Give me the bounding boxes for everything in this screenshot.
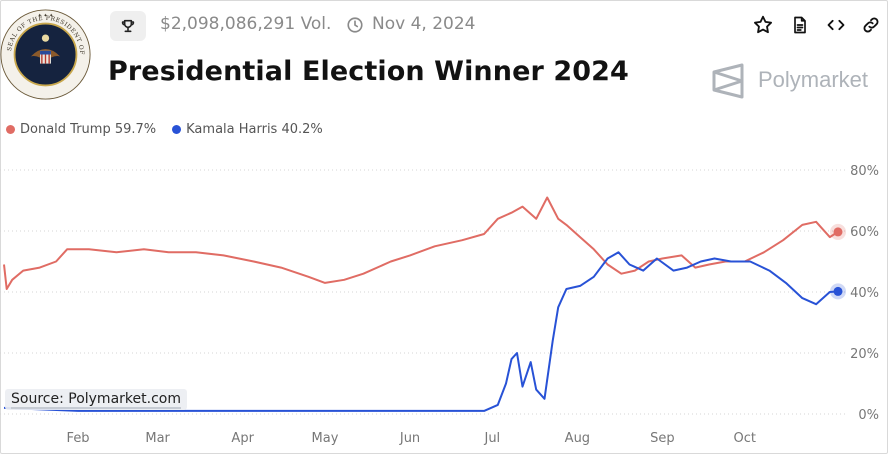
chart-legend: Donald Trump 59.7% Kamala Harris 40.2% xyxy=(6,122,339,137)
end-date-text: Nov 4, 2024 xyxy=(372,14,476,34)
y-tick-label: 0% xyxy=(858,408,879,423)
star-icon xyxy=(754,15,772,34)
volume-text: $2,098,086,291 Vol. xyxy=(160,14,332,34)
x-tick-label: Mar xyxy=(145,431,170,446)
document-button[interactable] xyxy=(787,12,813,38)
x-tick-label: May xyxy=(312,431,339,446)
legend-swatch-trump xyxy=(6,125,15,134)
clock-icon xyxy=(347,17,363,33)
x-tick-label: Oct xyxy=(733,431,755,446)
x-tick-label: Apr xyxy=(231,431,254,446)
y-tick-label: 20% xyxy=(850,347,879,362)
brand-name: Polymarket xyxy=(758,67,869,92)
series-line-donald-trump xyxy=(3,196,839,290)
series-line-kamala-harris xyxy=(3,251,839,412)
presidential-seal-logo: ✦ ✦ ✦ SEAL OF THE PRESIDENT OF THE UNITE… xyxy=(0,9,91,100)
document-icon xyxy=(794,16,806,34)
copy-link-button[interactable] xyxy=(858,12,884,38)
trophy-icon xyxy=(121,19,135,33)
source-note: Source: Polymarket.com xyxy=(5,389,187,410)
x-tick-label: Sep xyxy=(650,431,675,446)
star-button[interactable] xyxy=(750,12,776,38)
end-marker-donald-trump xyxy=(833,227,843,237)
svg-text:✦ ✦ ✦: ✦ ✦ ✦ xyxy=(38,13,54,19)
polymarket-logo-icon xyxy=(712,63,744,99)
x-tick-label: Jul xyxy=(483,431,500,446)
legend-item-harris: Kamala Harris 40.2% xyxy=(172,122,323,137)
legend-swatch-harris xyxy=(172,125,182,134)
y-tick-label: 60% xyxy=(850,225,879,240)
embed-code-button[interactable] xyxy=(823,12,849,38)
odds-chart: 0% 20% 40% 60% 80% Feb Mar Apr May Jun Jul Aug Sep Oc… xyxy=(0,164,879,446)
source-text: Source: Polymarket.com xyxy=(11,391,181,409)
y-tick-label: 80% xyxy=(850,164,879,179)
page-title: Presidential Election Winner 2024 xyxy=(108,56,629,87)
end-marker-kamala-harris xyxy=(833,286,843,296)
code-icon xyxy=(827,19,845,31)
legend-item-trump: Donald Trump 59.7% xyxy=(6,122,156,137)
y-tick-label: 40% xyxy=(850,286,879,301)
trophy-button[interactable] xyxy=(110,11,146,41)
legend-label-harris: Kamala Harris 40.2% xyxy=(186,122,323,137)
x-tick-label: Feb xyxy=(67,431,90,446)
x-tick-label: Aug xyxy=(565,431,590,446)
x-tick-label: Jun xyxy=(399,431,420,446)
legend-label-trump: Donald Trump 59.7% xyxy=(20,122,157,137)
link-icon xyxy=(863,17,879,33)
